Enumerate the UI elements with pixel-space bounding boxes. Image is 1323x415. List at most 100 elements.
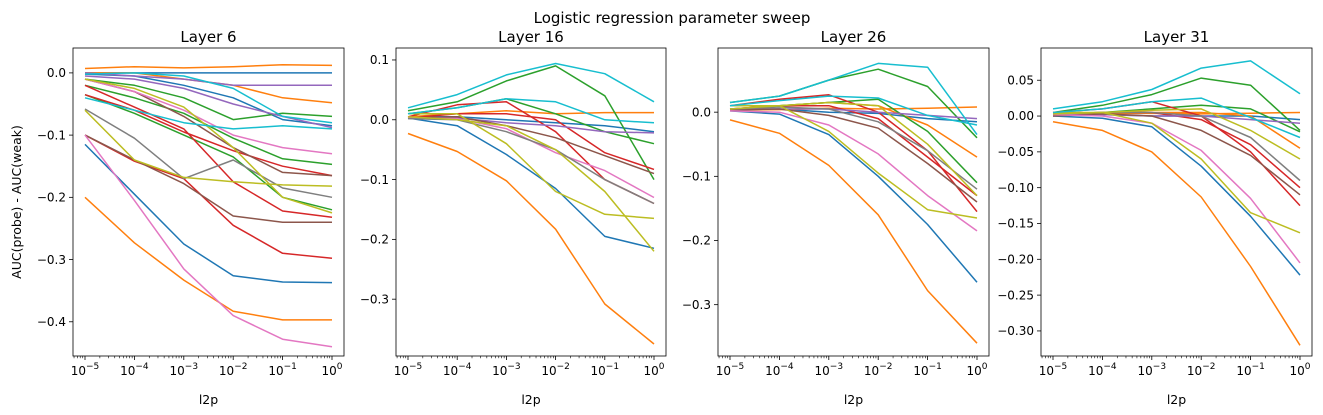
x-axis-label: l2p: [521, 392, 540, 407]
series-line: [84, 134, 333, 260]
y-tick-label: 0.0: [370, 113, 389, 127]
series-line: [84, 109, 333, 187]
chart-panel: Layer 6 l2p AUC(probe) - AUC(weak) 0.0 −0.1 −…: [9, 28, 345, 407]
chart-panel: Layer 26 l2p 0.0 −0.1 −0.2 −0.3 10−5 10−4 10−3 10…: [682, 28, 990, 407]
y-tick-label: −0.10: [997, 181, 1034, 195]
y-tick-label: −0.05: [997, 145, 1034, 159]
x-tick-label: 10−4: [443, 362, 472, 378]
series-line: [1052, 113, 1301, 196]
series-line: [729, 106, 978, 190]
axes-frame: [1040, 47, 1313, 357]
panel-title: Layer 26: [821, 28, 887, 46]
x-tick-label: 10−2: [541, 362, 570, 378]
x-tick-label: 10−1: [913, 362, 942, 378]
y-tick-label: 0.0: [47, 66, 66, 80]
chart-panels: Layer 6 l2p AUC(probe) - AUC(weak) 0.0 −0.1 −…: [9, 28, 1313, 407]
axes-frame: [717, 47, 990, 357]
x-tick-label: 10−1: [1236, 362, 1265, 378]
series-line: [408, 113, 655, 220]
x-axis-label: l2p: [1167, 392, 1186, 407]
y-tick-label: −0.3: [360, 292, 389, 306]
y-tick-label: −0.3: [37, 253, 66, 267]
series-line: [729, 110, 978, 232]
axes-frame: [72, 47, 345, 357]
y-tick-label: −0.1: [37, 128, 66, 142]
y-tick-label: −0.2: [360, 233, 389, 247]
series-line: [84, 84, 333, 218]
series-line: [729, 101, 978, 197]
y-tick-label: −0.15: [997, 217, 1034, 231]
series-line: [1052, 97, 1301, 139]
x-tick-label: 10−3: [170, 362, 199, 378]
series-line: [407, 62, 655, 109]
series-line: [84, 134, 332, 223]
y-tick-label: −0.30: [997, 324, 1034, 338]
series-group: [1052, 60, 1301, 346]
chart-panel: Layer 16 l2p 0.1 0.0 −0.1 −0.2 −0.3 10−5 10−4 10−…: [360, 28, 667, 407]
x-tick-label: 10−2: [219, 362, 248, 378]
series-line: [84, 196, 332, 321]
x-tick-label: 10−5: [1039, 362, 1068, 378]
x-tick-label: 10−1: [591, 362, 620, 378]
series-line: [729, 119, 978, 344]
panel-title: Layer 31: [1144, 28, 1210, 46]
y-tick-label: 0.0: [692, 105, 711, 119]
series-line: [84, 78, 333, 155]
y-tick-label: 0.00: [1007, 109, 1034, 123]
series-group: [729, 62, 978, 344]
x-tick-label: 10−1: [268, 362, 297, 378]
series-line: [84, 78, 333, 214]
panel-title: Layer 16: [498, 28, 564, 46]
series-line: [84, 78, 333, 121]
x-tick-label: 10−4: [765, 362, 794, 378]
y-tick-label: −0.1: [682, 170, 711, 184]
y-tick-label: −0.3: [682, 298, 711, 312]
x-tick-label: 10−2: [864, 362, 893, 378]
series-line: [1052, 60, 1301, 110]
y-tick-label: 0.05: [1007, 73, 1034, 87]
x-axis-label: l2p: [844, 392, 863, 407]
y-tick-label: −0.4: [37, 315, 66, 329]
x-tick-label: 10−2: [1187, 362, 1216, 378]
chart-panel: Layer 31 l2p 0.05 0.00 −0.05 −0.10 −0.15 −0.20 −…: [997, 28, 1313, 407]
series-line: [407, 116, 655, 252]
series-line: [729, 62, 978, 136]
series-line: [84, 93, 333, 211]
series-line: [84, 84, 333, 166]
x-axis-label: l2p: [199, 392, 218, 407]
x-tick-label: 100: [966, 362, 987, 378]
series-line: [729, 108, 978, 203]
x-tick-label: 10−3: [1138, 362, 1167, 378]
y-tick-label: −0.20: [997, 253, 1034, 267]
x-tick-label: 10−5: [716, 362, 745, 378]
y-tick-label: 0.1: [370, 53, 389, 67]
series-line: [407, 116, 655, 175]
x-tick-label: 10−5: [394, 362, 423, 378]
series-line: [1052, 77, 1301, 131]
series-line: [729, 95, 978, 126]
series-line: [84, 75, 333, 129]
axes-frame: [395, 47, 667, 357]
y-tick-label: −0.2: [37, 191, 66, 205]
x-tick-label: 10−4: [1088, 362, 1117, 378]
series-line: [84, 72, 333, 124]
series-line: [84, 143, 333, 284]
series-line: [84, 108, 333, 199]
series-line: [407, 132, 655, 345]
x-tick-label: 10−3: [492, 362, 521, 378]
series-line: [1052, 108, 1301, 160]
x-tick-label: 100: [321, 362, 342, 378]
series-group: [84, 64, 333, 348]
y-tick-label: −0.2: [682, 234, 711, 248]
series-line: [407, 113, 655, 171]
series-line: [407, 98, 655, 124]
series-line: [1052, 115, 1301, 276]
y-axis-label: AUC(probe) - AUC(weak): [9, 125, 24, 279]
series-line: [1052, 121, 1301, 346]
y-tick-label: −0.1: [360, 173, 389, 187]
x-tick-label: 10−3: [815, 362, 844, 378]
series-line: [1052, 113, 1301, 264]
series-line: [84, 97, 333, 130]
series-line: [407, 117, 655, 250]
